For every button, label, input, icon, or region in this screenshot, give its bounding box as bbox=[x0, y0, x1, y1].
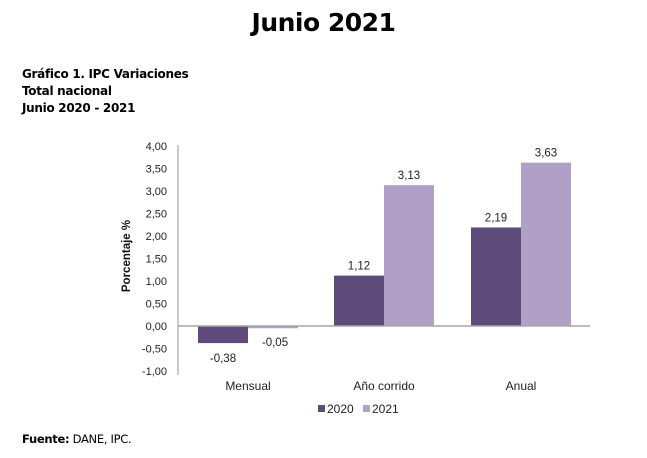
chart-heading: Gráfico 1. IPC Variaciones Total naciona… bbox=[22, 66, 189, 117]
data-label: 2,19 bbox=[485, 212, 507, 224]
y-tick-label: 1,50 bbox=[146, 254, 167, 266]
y-tick-label: 0,00 bbox=[146, 321, 167, 333]
y-tick-label: -0,50 bbox=[142, 344, 167, 356]
bar-2021-2 bbox=[521, 162, 571, 326]
data-label: -0,05 bbox=[262, 337, 288, 349]
chart-subtitle-scope: Total nacional bbox=[22, 84, 112, 98]
y-axis-label: Porcentaje % bbox=[121, 220, 133, 292]
source-label: Fuente: bbox=[22, 432, 70, 446]
source-text: DANE, IPC. bbox=[69, 432, 132, 446]
legend-swatch-2020 bbox=[318, 405, 325, 412]
y-tick-label: 0,50 bbox=[146, 299, 167, 311]
legend-swatch-2021 bbox=[363, 405, 370, 412]
y-tick-label: 3,00 bbox=[146, 186, 167, 198]
source-note: Fuente: DANE, IPC. bbox=[22, 432, 132, 446]
legend-label-2020: 2020 bbox=[327, 402, 354, 416]
y-tick-label: 2,50 bbox=[146, 209, 167, 221]
bar-2020-2 bbox=[471, 227, 521, 326]
page-title: Junio 2021 bbox=[251, 8, 396, 37]
data-label: 1,12 bbox=[348, 261, 370, 273]
bar-2021-0 bbox=[248, 326, 298, 329]
y-tick-label: 1,00 bbox=[146, 276, 167, 288]
y-tick-label: -1,00 bbox=[142, 366, 167, 378]
y-tick-label: 3,50 bbox=[146, 164, 167, 176]
data-label: 3,63 bbox=[535, 148, 557, 160]
bar-2020-1 bbox=[334, 275, 384, 326]
x-category-label: Año corrido bbox=[353, 379, 415, 393]
data-label: -0,38 bbox=[210, 353, 236, 365]
y-tick-label: 4,00 bbox=[146, 141, 167, 153]
x-category-label: Mensual bbox=[225, 379, 270, 393]
data-label: 3,13 bbox=[398, 170, 420, 182]
chart-title: Gráfico 1. IPC Variaciones bbox=[22, 67, 189, 81]
bar-2020-0 bbox=[198, 326, 248, 344]
chart-subtitle-period: Junio 2020 - 2021 bbox=[22, 101, 136, 115]
legend-label-2021: 2021 bbox=[372, 402, 399, 416]
x-category-label: Anual bbox=[506, 379, 537, 393]
bar-2021-1 bbox=[384, 185, 434, 326]
y-tick-label: 2,00 bbox=[146, 231, 167, 243]
